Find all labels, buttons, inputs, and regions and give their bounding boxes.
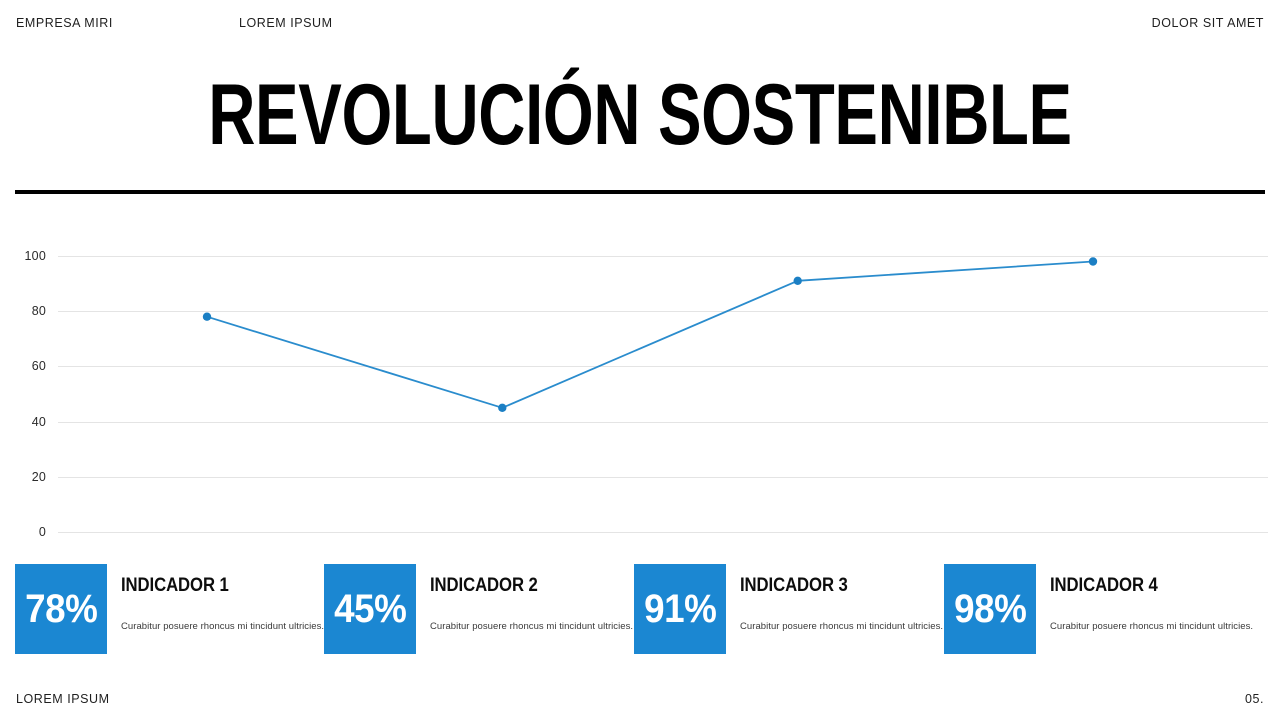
series-polyline [206,260,1094,409]
indicator-value-swatch: 78% [15,564,107,654]
title-block: REVOLUCIÓN SOSTENIBLE [0,67,1280,163]
series-point[interactable] [793,276,802,285]
series-point[interactable] [202,312,212,321]
indicator-description: Curabitur posuere rhoncus mi tincidunt u… [121,621,325,632]
line-chart: 100 80 60 40 20 0 [0,238,1280,548]
slide-footer: LOREM IPSUM 05. [0,676,1280,720]
series-point[interactable] [1088,257,1098,266]
indicator-card[interactable]: 45% INDICADOR 2 Curabitur posuere rhoncus … [324,564,633,654]
indicator-percent: 78% [24,587,98,631]
chart-gridline [58,311,1268,312]
indicator-card[interactable]: 98% INDICADOR 4 Curabitur posuere rhoncus … [944,564,1264,654]
indicator-percent: 98% [953,587,1027,631]
indicator-card[interactable]: 91% INDICADOR 3 Curabitur posuere rhoncus … [634,564,943,654]
slide-header: EMPRESA MIRI LOREM IPSUM DOLOR SIT AMET [0,0,1280,48]
y-axis-tick-label: 20 [31,469,46,484]
series-markers [202,257,1098,412]
chart-y-axis: 100 80 60 40 20 0 [0,238,58,548]
indicator-title: INDICADOR 3 [740,575,848,596]
y-axis-tick-label: 100 [24,249,46,263]
indicator-body: INDICADOR 2 Curabitur posuere rhoncus mi … [416,564,633,654]
indicator-description: Curabitur posuere rhoncus mi tincidunt u… [740,621,944,632]
chart-gridline [58,477,1268,478]
chart-gridline [58,256,1268,257]
indicator-title: INDICADOR 2 [430,575,538,596]
chart-gridline [58,422,1268,423]
page-title: REVOLUCIÓN SOSTENIBLE [208,67,1072,163]
y-axis-tick-label: 80 [31,304,46,319]
indicator-cards: 78% INDICADOR 1 Curabitur posuere rhoncus … [0,564,1280,656]
indicator-body: INDICADOR 4 Curabitur posuere rhoncus mi … [1036,564,1264,654]
header-company-name: EMPRESA MIRI [16,16,113,30]
indicator-value-swatch: 45% [324,564,416,654]
indicator-description: Curabitur posuere rhoncus mi tincidunt u… [430,621,634,632]
indicator-card[interactable]: 78% INDICADOR 1 Curabitur posuere rhoncus … [15,564,324,654]
y-axis-tick-label: 0 [38,525,46,539]
y-axis-tick-label: 40 [31,414,46,429]
indicator-title: INDICADOR 1 [121,575,229,596]
indicator-percent: 45% [333,587,407,631]
chart-gridline [58,532,1268,533]
indicator-body: INDICADOR 3 Curabitur posuere rhoncus mi … [726,564,943,654]
indicator-percent: 91% [643,587,717,631]
indicator-body: INDICADOR 1 Curabitur posuere rhoncus mi … [107,564,324,654]
series-point[interactable] [498,403,507,412]
indicator-value-swatch: 91% [634,564,726,654]
indicator-description: Curabitur posuere rhoncus mi tincidunt u… [1050,621,1254,632]
indicator-title: INDICADOR 4 [1050,575,1158,596]
chart-series-svg [202,257,1098,412]
title-divider [15,190,1265,194]
footer-label: LOREM IPSUM [16,692,110,706]
indicator-value-swatch: 98% [944,564,1036,654]
header-center-label: LOREM IPSUM [239,16,333,30]
chart-gridline [58,366,1268,367]
y-axis-tick-label: 60 [31,359,46,374]
header-right-label: DOLOR SIT AMET [1151,16,1264,30]
chart-plot-area [58,238,1268,548]
footer-page-number: 05. [1244,692,1264,706]
